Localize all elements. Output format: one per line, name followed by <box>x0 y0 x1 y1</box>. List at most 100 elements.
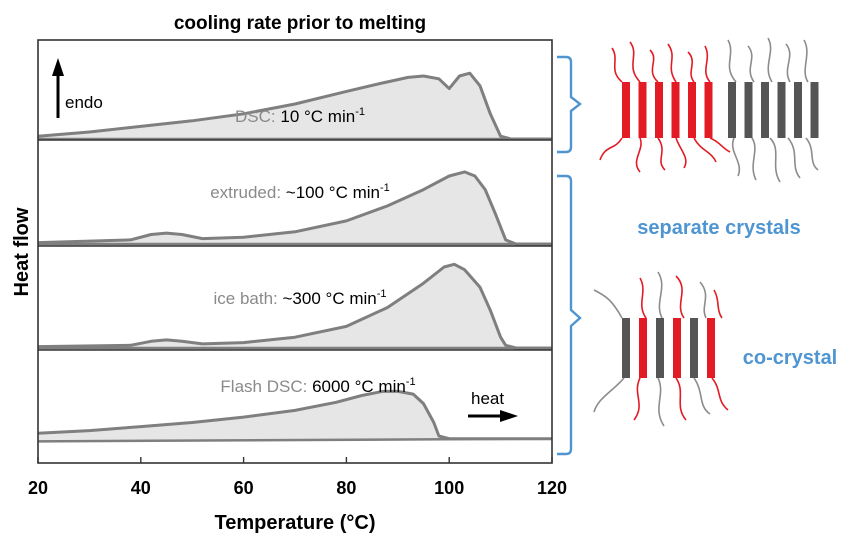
red-chain <box>599 137 623 161</box>
gray-chain <box>805 137 819 171</box>
gray-chain <box>747 45 755 83</box>
heat-arrow-head <box>500 410 518 422</box>
x-tick-label: 100 <box>434 478 464 498</box>
panel-4: Flash DSC: 6000 °C min-1 <box>37 349 553 443</box>
panel-label-exponent: -1 <box>406 376 416 388</box>
gray-chain <box>727 39 737 83</box>
co-lamella <box>656 318 664 378</box>
panel-label-rate: ~300 °C min <box>283 289 377 308</box>
co-lamella <box>639 318 647 378</box>
gray-chain <box>751 137 757 181</box>
red-lamellae <box>622 82 713 138</box>
panel-label-method: extruded: <box>210 183 286 202</box>
red-lamella <box>622 82 630 138</box>
panel-3: ice bath: ~300 °C min-1 <box>37 245 552 350</box>
red-chain <box>675 137 687 169</box>
x-axis-ticks: 20 40 60 80 100 120 <box>28 457 567 498</box>
red-chain <box>687 51 695 83</box>
co-lamella <box>673 318 681 378</box>
panel-label-rate: 10 °C min <box>280 107 355 126</box>
co-lamella <box>707 318 715 378</box>
gray-chains <box>727 37 819 183</box>
gray-lamella <box>777 82 786 138</box>
red-chain <box>675 275 685 319</box>
plot-frame <box>37 39 553 464</box>
red-lamella <box>638 82 647 138</box>
gray-lamella <box>761 82 769 138</box>
panel-label-rate: ~100 °C min <box>286 183 380 202</box>
heat-annotation: heat <box>468 389 518 422</box>
gray-chain <box>787 137 801 179</box>
gray-chain <box>593 377 625 413</box>
co-crystal-lamellae <box>622 318 715 378</box>
panel-label: extruded: ~100 °C min-1 <box>210 182 390 202</box>
heat-flow-curve <box>37 262 552 350</box>
red-lamella <box>671 82 680 138</box>
x-tick-label: 80 <box>336 478 356 498</box>
panel-label-exponent: -1 <box>355 106 365 118</box>
x-axis-label: Temperature (°C) <box>215 512 376 534</box>
x-tick-label: 60 <box>234 478 254 498</box>
gray-lamella <box>794 82 802 138</box>
panel-label: DSC: 10 °C min-1 <box>235 106 365 126</box>
co-crystal-label: co-crystal <box>743 347 838 369</box>
gray-lamella <box>744 82 753 138</box>
panel-1: DSC: 10 °C min-1 <box>37 71 552 141</box>
gray-lamella <box>810 82 819 138</box>
separate-crystals-illustration <box>599 37 819 183</box>
red-chain <box>667 43 677 83</box>
endo-annotation: endo <box>52 58 103 118</box>
endo-arrow-head <box>52 58 64 76</box>
gray-chain <box>785 43 791 83</box>
gray-chain <box>731 137 741 177</box>
gray-lamella <box>728 82 736 138</box>
red-chain <box>693 137 717 163</box>
heat-flow-curve <box>37 71 552 141</box>
gray-chain <box>699 281 707 319</box>
gray-lamellae <box>728 82 819 138</box>
x-tick-label: 20 <box>28 478 48 498</box>
melting-area <box>38 264 552 348</box>
gray-chain <box>657 377 665 427</box>
x-tick-label: 120 <box>537 478 567 498</box>
red-chain <box>629 41 641 83</box>
co-lamella <box>622 318 630 378</box>
red-chain <box>649 49 659 83</box>
red-chain <box>713 289 723 319</box>
red-chain <box>675 377 687 421</box>
heat-flow-curve <box>37 389 552 441</box>
red-chain <box>711 377 729 411</box>
panel-label-method: Flash DSC: <box>220 377 312 396</box>
co-crystal-illustration <box>593 271 729 427</box>
panel-2: extruded: ~100 °C min-1 <box>37 139 552 246</box>
red-chain <box>709 137 731 153</box>
panel-label-method: ice bath: <box>214 289 283 308</box>
gray-chain <box>593 289 623 319</box>
red-chain <box>635 137 642 173</box>
x-tick-label: 40 <box>131 478 151 498</box>
red-lamella <box>704 82 713 138</box>
panel-label-rate: 6000 °C min <box>312 377 406 396</box>
gray-chain <box>657 271 663 319</box>
red-chain <box>633 377 641 421</box>
bracket-top <box>557 55 582 154</box>
co-crystal-chains <box>593 271 729 427</box>
red-chain <box>611 47 623 83</box>
heat-label: heat <box>471 389 504 408</box>
endo-label: endo <box>65 93 103 112</box>
panel-label-exponent: -1 <box>380 182 390 194</box>
y-axis-label: Heat flow <box>11 207 33 296</box>
chart-title: cooling rate prior to melting <box>174 13 426 34</box>
panel-label: ice bath: ~300 °C min-1 <box>214 288 387 308</box>
red-chain <box>704 45 711 83</box>
red-chains <box>599 41 731 173</box>
heat-flow-curve <box>37 170 552 246</box>
co-lamella <box>690 318 698 378</box>
red-chain <box>657 137 666 171</box>
panel-label: Flash DSC: 6000 °C min-1 <box>220 376 415 396</box>
bracket-bottom <box>557 174 582 456</box>
gray-chain <box>769 137 781 183</box>
gray-chain <box>693 377 711 415</box>
